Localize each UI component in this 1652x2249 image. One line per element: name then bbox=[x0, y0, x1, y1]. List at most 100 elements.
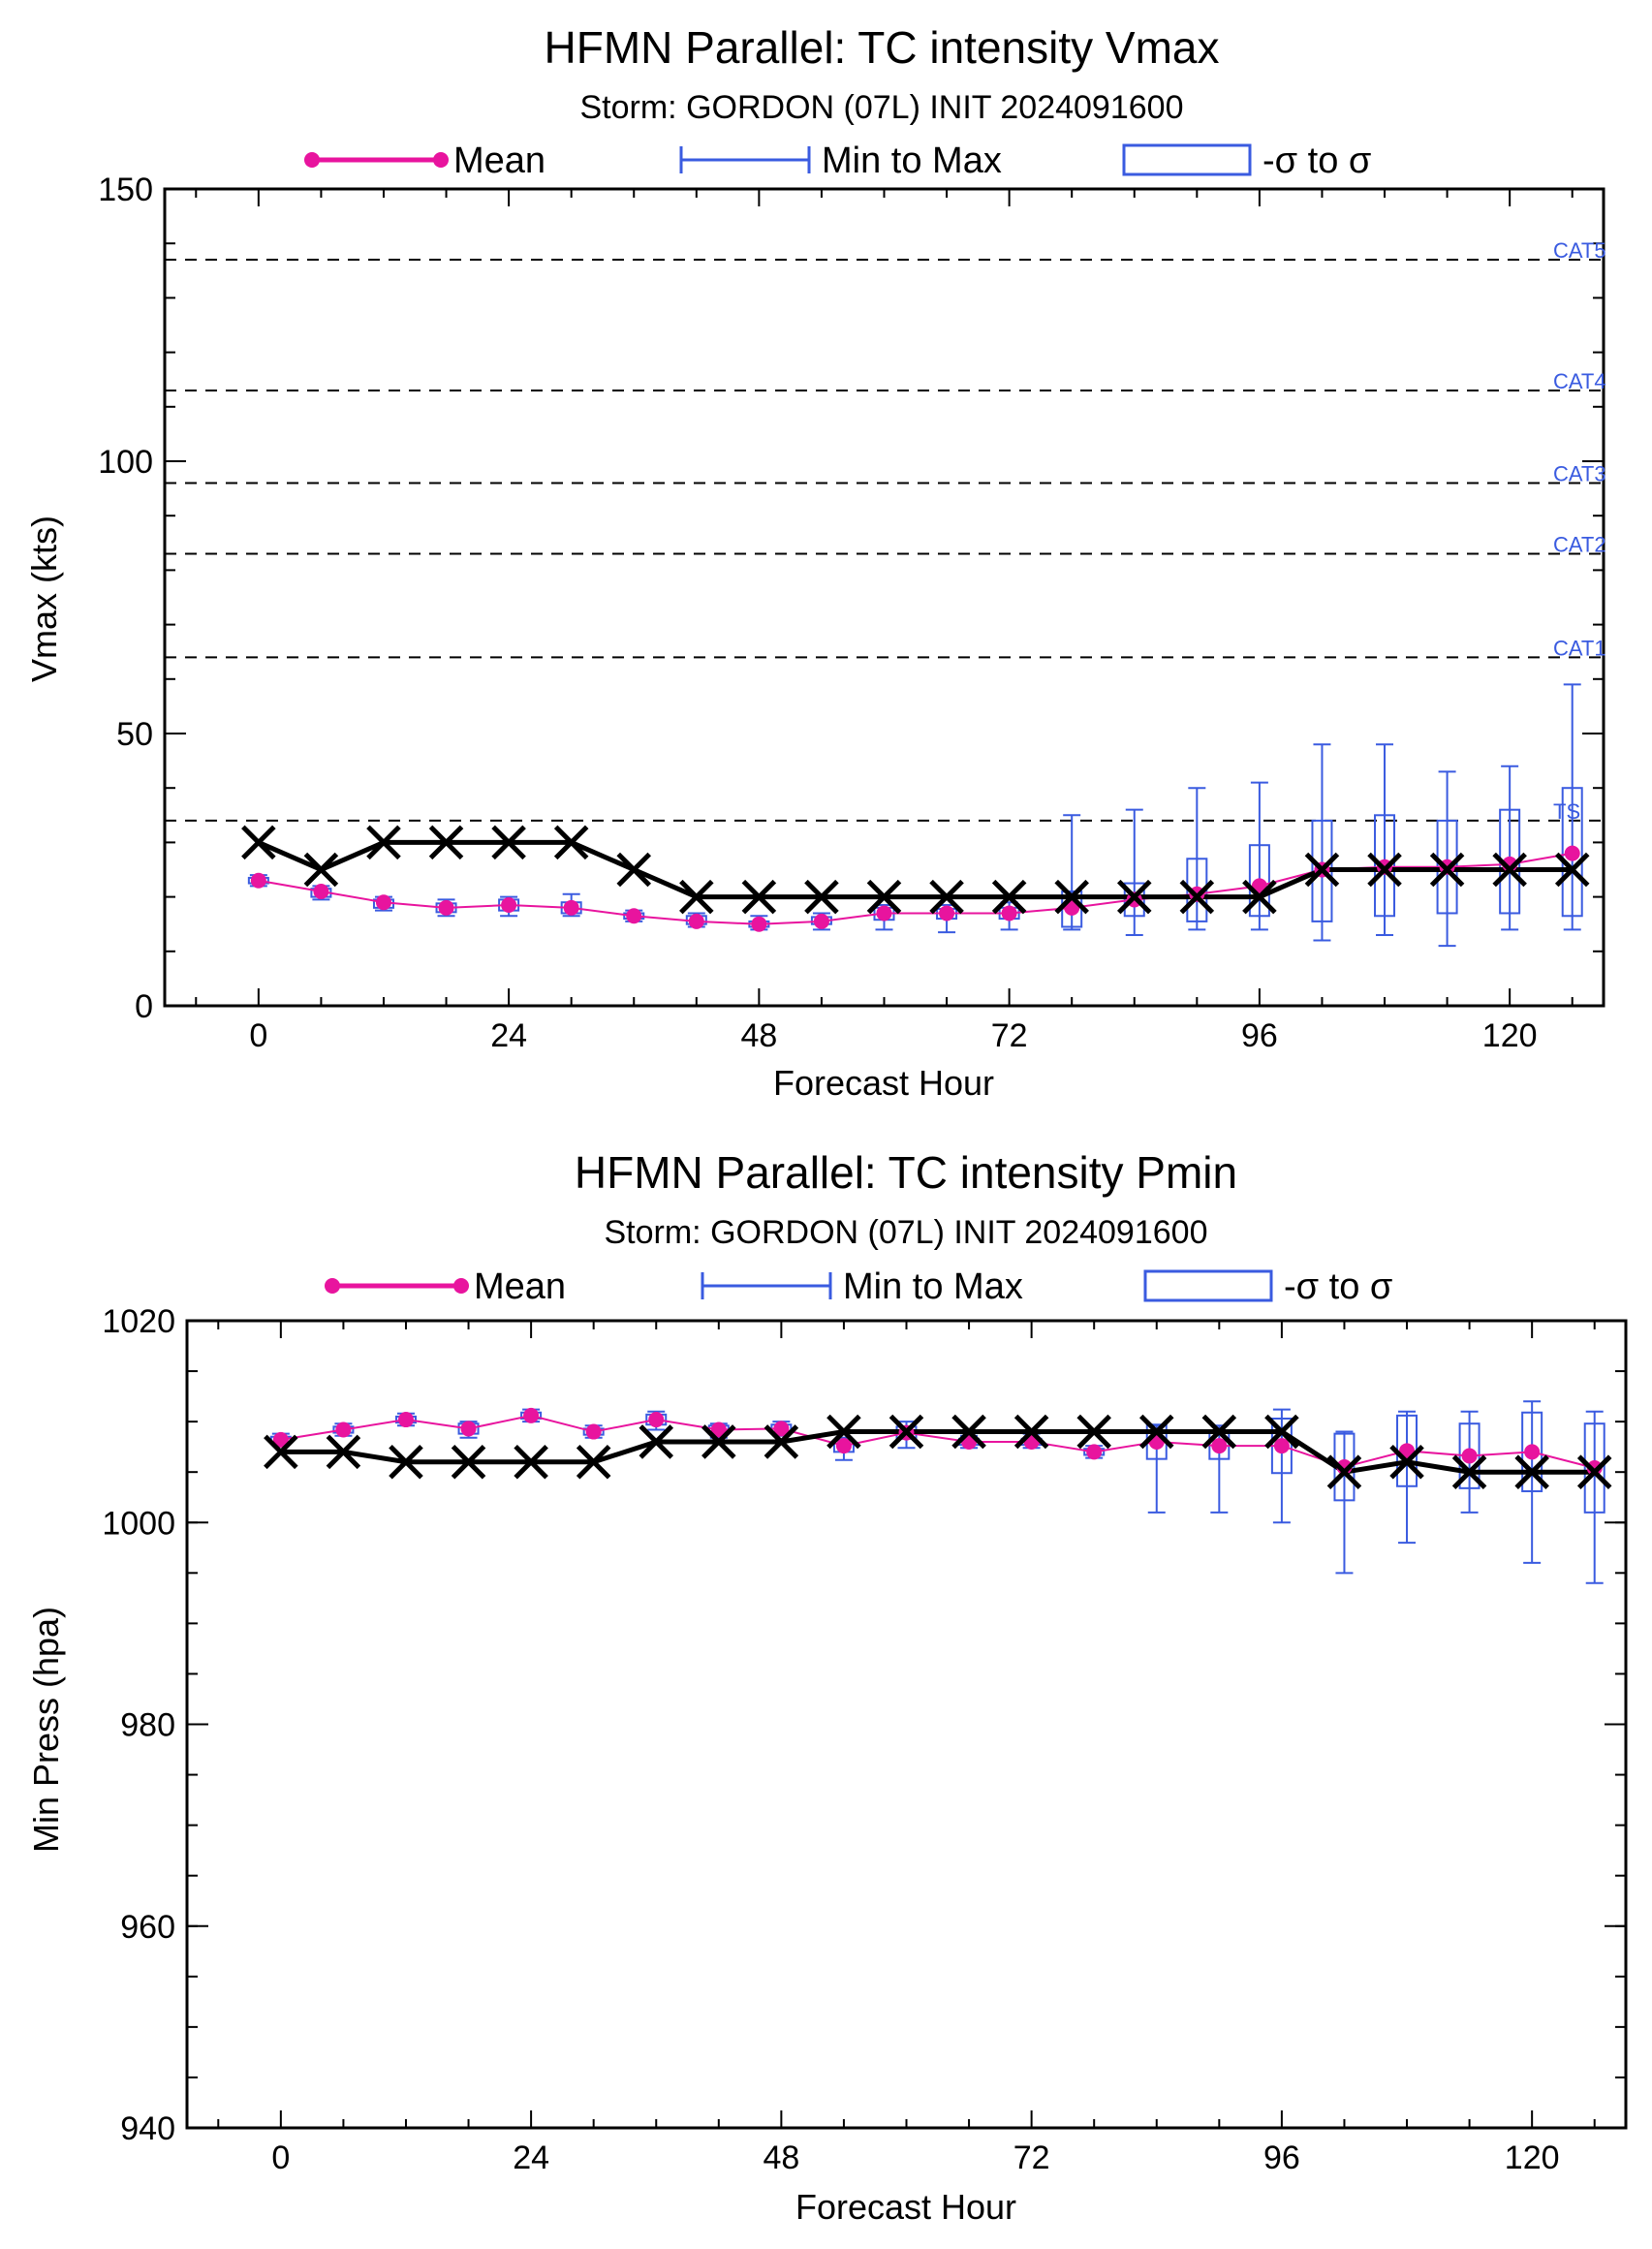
vmax-y-axis-label: Vmax (kts) bbox=[24, 515, 64, 682]
observed-point bbox=[366, 825, 401, 860]
mean-point bbox=[313, 883, 329, 899]
mean-point bbox=[1564, 845, 1580, 861]
reference-label-cat1: CAT1 bbox=[1553, 636, 1606, 660]
observed-point bbox=[1242, 879, 1277, 915]
observed-point bbox=[1554, 852, 1590, 888]
mean-point bbox=[648, 1412, 665, 1428]
pmin-y-axis-label: Min Press (hpa) bbox=[26, 1607, 66, 1853]
vmax-x-tick-label: 120 bbox=[1482, 1017, 1538, 1054]
sigma-box bbox=[1583, 1422, 1605, 1514]
legend-minmax-label: Min to Max bbox=[843, 1266, 1023, 1307]
vmax-ticks: 0 24 48 72 96 120 0 50 100 150 bbox=[98, 172, 1604, 1054]
observed-point bbox=[451, 1445, 486, 1480]
pmin-x-tick-label: 24 bbox=[513, 2140, 549, 2176]
observed-point bbox=[1429, 852, 1465, 888]
sigma-box bbox=[1374, 814, 1396, 918]
mean-point bbox=[688, 913, 704, 929]
reference-label-cat5: CAT5 bbox=[1553, 238, 1606, 263]
pmin-y-tick-label: 940 bbox=[120, 2110, 175, 2147]
mean-point bbox=[751, 916, 767, 932]
legend-mean-label: Mean bbox=[453, 141, 545, 181]
pmin-legend: Mean Min to Max -σ to σ bbox=[325, 1266, 1392, 1307]
mean-point bbox=[626, 908, 642, 924]
observed-point bbox=[1179, 879, 1215, 915]
observed-point bbox=[888, 1414, 924, 1450]
pmin-chart-subtitle: Storm: GORDON (07L) INIT 2024091600 bbox=[605, 1214, 1208, 1251]
pmin-data bbox=[264, 1400, 1612, 1584]
observed-point bbox=[326, 1434, 361, 1470]
pmin-y-tick-label: 1000 bbox=[102, 1505, 175, 1542]
legend-minmax-label: Min to Max bbox=[822, 141, 1002, 181]
observed-point bbox=[616, 852, 652, 888]
observed-line bbox=[257, 839, 1573, 900]
observed-point bbox=[1138, 1414, 1174, 1450]
observed-point bbox=[1576, 1454, 1612, 1489]
legend-minmax-marker bbox=[679, 146, 811, 173]
vmax-data bbox=[241, 683, 1590, 948]
observed-point bbox=[389, 1445, 423, 1480]
pmin-x-tick-label: 48 bbox=[763, 2140, 799, 2176]
observed-point bbox=[1264, 1414, 1299, 1450]
observed-point bbox=[951, 1414, 986, 1450]
mean-point bbox=[563, 899, 579, 916]
observed-point bbox=[1201, 1414, 1237, 1450]
mean-point bbox=[876, 905, 892, 921]
observed-point bbox=[866, 879, 902, 915]
observed-point bbox=[701, 1424, 736, 1459]
legend-sigma-marker bbox=[1143, 1269, 1273, 1302]
observed-point bbox=[1492, 852, 1527, 888]
vmax-y-tick-label: 50 bbox=[116, 716, 153, 753]
observed-point bbox=[679, 879, 714, 915]
vmax-x-axis-label: Forecast Hour bbox=[773, 1063, 994, 1103]
vmax-plot-frame bbox=[163, 187, 1605, 1008]
pmin-x-axis-label: Forecast Hour bbox=[795, 2187, 1016, 2227]
vmax-y-tick-label: 100 bbox=[98, 444, 153, 481]
vmax-y-tick-label: 150 bbox=[98, 172, 153, 208]
observed-point bbox=[1304, 852, 1340, 888]
observed-point bbox=[1326, 1454, 1362, 1489]
mean-point bbox=[939, 905, 955, 921]
mean-point bbox=[1001, 905, 1017, 921]
observed-point bbox=[303, 852, 339, 888]
observed-point bbox=[553, 825, 589, 860]
observed-point bbox=[741, 879, 777, 915]
pmin-chart: HFMN Parallel: TC intensity Pmin Storm: … bbox=[26, 1147, 1628, 2227]
observed-point bbox=[1367, 852, 1402, 888]
observed-point bbox=[1013, 1414, 1049, 1450]
legend-mean-marker bbox=[304, 152, 449, 168]
legend-sigma-marker bbox=[1122, 143, 1252, 176]
observed-point bbox=[241, 825, 276, 860]
pmin-y-tick-label: 960 bbox=[120, 1909, 175, 1946]
vmax-legend: Mean Min to Max -σ to σ bbox=[304, 141, 1371, 181]
observed-point bbox=[491, 825, 526, 860]
vmax-y-tick-label: 0 bbox=[135, 988, 153, 1025]
legend-mean-label: Mean bbox=[474, 1266, 566, 1307]
vmax-x-tick-label: 48 bbox=[740, 1017, 777, 1054]
mean-point bbox=[1086, 1444, 1103, 1460]
observed-point bbox=[991, 879, 1027, 915]
mean-point bbox=[1586, 1460, 1603, 1477]
vmax-x-tick-label: 0 bbox=[249, 1017, 267, 1054]
observed-point bbox=[576, 1445, 611, 1480]
mean-line bbox=[280, 1414, 1595, 1469]
observed-point bbox=[826, 1414, 861, 1450]
legend-sigma-label: -σ to σ bbox=[1284, 1266, 1392, 1307]
mean-point bbox=[1211, 1438, 1228, 1454]
pmin-ticks: 0 24 48 72 96 120 940 960 980 1000 1020 bbox=[102, 1303, 1626, 2176]
mean-point bbox=[272, 1431, 289, 1448]
mean-point bbox=[250, 872, 266, 889]
observed-point bbox=[639, 1424, 674, 1459]
observed-point bbox=[1514, 1454, 1549, 1489]
vmax-x-tick-label: 96 bbox=[1241, 1017, 1278, 1054]
reference-label-cat4: CAT4 bbox=[1553, 369, 1606, 393]
legend-mean-marker bbox=[325, 1278, 469, 1294]
observed-point bbox=[929, 879, 964, 915]
observed-point bbox=[804, 879, 839, 915]
mean-point bbox=[710, 1421, 727, 1438]
mean-point bbox=[813, 913, 829, 929]
mean-point bbox=[375, 894, 391, 911]
legend-minmax-marker bbox=[701, 1272, 832, 1299]
vmax-reference-lines: CAT5 CAT4 CAT3 CAT2 CAT1 TS bbox=[165, 238, 1606, 824]
sigma-box bbox=[1248, 844, 1270, 918]
